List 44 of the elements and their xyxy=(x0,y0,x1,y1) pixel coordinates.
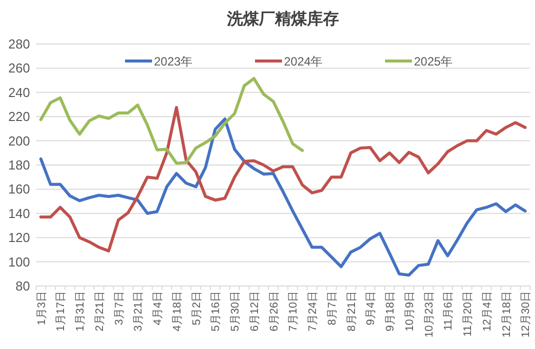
x-tick-label: 1月31日 xyxy=(74,291,87,332)
x-tick-label: 5月30日 xyxy=(230,291,242,332)
legend-label: 2024年 xyxy=(284,54,323,68)
y-tick-label: 160 xyxy=(8,182,30,197)
x-tick-label: 7月10日 xyxy=(288,291,300,332)
x-tick-label: 4月18日 xyxy=(171,291,184,332)
x-tick-label: 4月4日 xyxy=(152,291,164,326)
y-tick-label: 180 xyxy=(8,158,30,172)
y-tick-label: 120 xyxy=(8,230,30,246)
y-tick-label: 280 xyxy=(8,36,30,52)
x-tick-label: 11月6日 xyxy=(442,291,455,331)
legend-label: 2025年 xyxy=(414,54,453,68)
x-tick-label: 11月20日 xyxy=(462,291,474,337)
y-tick-label: 260 xyxy=(8,60,30,76)
y-tick-label: 240 xyxy=(8,84,30,100)
y-tick-label: 80 xyxy=(16,278,30,294)
x-tick-label: 10月23日 xyxy=(423,291,436,338)
x-tick-label: 7月24日 xyxy=(307,291,320,332)
x-tick-label: 2月21日 xyxy=(94,291,106,332)
x-tick-label: 1月3日 xyxy=(36,291,48,326)
x-tick-label: 9月4日 xyxy=(365,291,378,326)
x-tick-label: 6月12日 xyxy=(248,291,261,332)
y-tick-label: 140 xyxy=(8,206,30,221)
line-series xyxy=(39,76,304,165)
x-tick-label: 5月16日 xyxy=(210,291,222,332)
y-tick-label: 220 xyxy=(8,109,30,124)
x-tick-label: 12月30日 xyxy=(520,291,532,338)
x-tick-label: 8月21日 xyxy=(346,291,358,332)
x-tick-label: 12月4日 xyxy=(481,291,494,332)
legend-label: 2023年 xyxy=(154,54,193,68)
x-tick-label: 5月2日 xyxy=(190,291,203,326)
y-tick-label: 200 xyxy=(8,133,30,148)
x-tick-label: 1月17日 xyxy=(55,291,68,332)
x-tick-label: 3月21日 xyxy=(132,291,145,332)
x-tick-label: 8月7日 xyxy=(326,291,338,326)
x-tick-label: 6月26日 xyxy=(268,291,280,332)
x-tick-label: 3月7日 xyxy=(113,291,126,326)
chart-title: 洗煤厂精煤库存 xyxy=(226,10,339,28)
y-tick-label: 100 xyxy=(8,254,30,270)
line-series xyxy=(39,118,527,277)
line-series xyxy=(39,106,527,252)
x-tick-label: 10月9日 xyxy=(404,291,416,332)
x-tick-label: 9月18日 xyxy=(384,291,397,332)
x-tick-label: 12月18日 xyxy=(500,291,513,338)
